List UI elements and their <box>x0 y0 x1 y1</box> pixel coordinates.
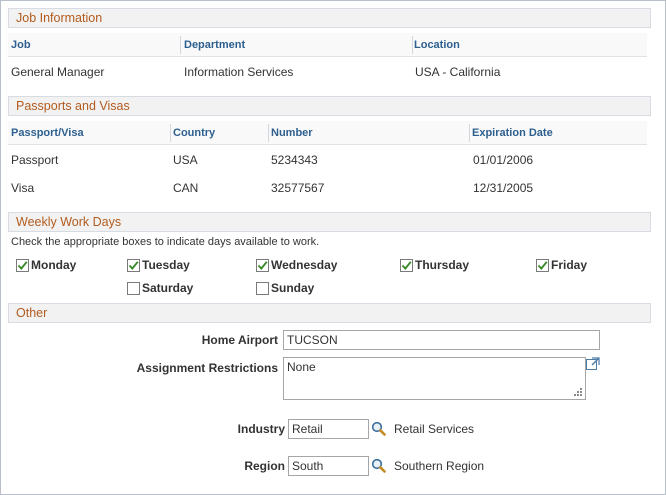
col-divider <box>469 124 470 142</box>
checkbox-monday[interactable]: Monday <box>16 258 76 272</box>
table-row-cell-number: 5234343 <box>271 153 318 167</box>
expand-textarea-icon[interactable] <box>586 357 600 370</box>
job-cell: General Manager <box>11 65 105 79</box>
col-divider <box>180 36 181 54</box>
workdays-instructions: Check the appropriate boxes to indicate … <box>11 236 320 248</box>
checkmark-icon <box>128 260 139 270</box>
home-airport-input[interactable]: TUCSON <box>283 330 600 350</box>
magnifier-lookup-icon[interactable] <box>371 421 386 436</box>
col-job: Job <box>11 39 31 51</box>
checkbox-saturday-label: Saturday <box>142 281 194 295</box>
checkmark-icon <box>17 260 28 270</box>
table-row-cell-country: CAN <box>173 181 199 195</box>
department-cell: Information Services <box>184 65 294 79</box>
col-divider <box>268 124 269 142</box>
checkmark-icon <box>401 260 412 270</box>
checkbox-sunday[interactable]: Sunday <box>256 281 314 295</box>
col-location: Location <box>414 39 460 51</box>
table-row-cell-country: USA <box>173 153 198 167</box>
magnifier-lookup-icon[interactable] <box>371 458 386 473</box>
checkbox-wednesday-label: Wednesday <box>271 258 338 272</box>
industry-input[interactable]: Retail <box>288 419 369 439</box>
col-passport-visa: Passport/Visa <box>11 127 84 139</box>
col-number: Number <box>271 127 313 139</box>
workdays-title: Weekly Work Days <box>16 215 122 229</box>
other-title: Other <box>16 306 48 320</box>
col-divider <box>412 36 413 54</box>
col-expiration: Expiration Date <box>472 127 553 139</box>
passport-grid-header: Passport/Visa Country Number Expiration … <box>8 121 647 145</box>
checkbox-wednesday[interactable]: Wednesday <box>256 258 337 272</box>
checkbox-thursday-label: Thursday <box>415 258 470 272</box>
region-input[interactable]: South <box>288 456 369 476</box>
checkbox-monday-label: Monday <box>31 258 77 272</box>
checkbox-tuesday-box[interactable] <box>127 258 140 272</box>
checkbox-wednesday-box[interactable] <box>256 258 269 272</box>
region-description: Southern Region <box>394 459 485 473</box>
other-header: Other <box>8 303 651 323</box>
checkbox-monday-box[interactable] <box>16 258 29 272</box>
industry-description: Retail Services <box>394 422 475 436</box>
assignment-restrictions-label: Assignment Restrictions <box>136 361 278 375</box>
industry-label: Industry <box>237 422 285 436</box>
location-cell: USA - California <box>415 65 501 79</box>
checkbox-sunday-label: Sunday <box>271 281 315 295</box>
checkbox-saturday[interactable]: Saturday <box>127 281 193 295</box>
checkmark-icon <box>257 260 268 270</box>
col-department: Department <box>184 39 246 51</box>
resize-grip-icon[interactable] <box>574 388 583 397</box>
checkbox-thursday[interactable]: Thursday <box>400 258 469 272</box>
col-divider <box>170 124 171 142</box>
checkbox-saturday-box[interactable] <box>127 281 140 295</box>
table-row-cell-type: Visa <box>11 181 35 195</box>
checkbox-thursday-box[interactable] <box>400 258 413 272</box>
assignment-restrictions-textarea[interactable]: None <box>283 357 586 400</box>
passports-header: Passports and Visas <box>8 96 651 116</box>
job-info-header: Job Information <box>8 8 651 28</box>
region-label: Region <box>244 459 285 473</box>
checkbox-friday-label: Friday <box>551 258 588 272</box>
checkbox-sunday-box[interactable] <box>256 281 269 295</box>
col-country: Country <box>173 127 216 139</box>
checkbox-friday[interactable]: Friday <box>536 258 587 272</box>
table-row-cell-expiration: 01/01/2006 <box>473 153 534 167</box>
job-grid-header: Job Department Location <box>8 33 647 57</box>
workdays-header: Weekly Work Days <box>8 212 651 232</box>
passports-title: Passports and Visas <box>16 99 130 113</box>
checkbox-tuesday-label: Tuesday <box>142 258 190 272</box>
table-row-cell-number: 32577567 <box>271 181 325 195</box>
job-info-title: Job Information <box>16 11 103 25</box>
checkbox-friday-box[interactable] <box>536 258 549 272</box>
table-row-cell-type: Passport <box>11 153 59 167</box>
home-airport-label: Home Airport <box>201 333 278 347</box>
table-row-cell-expiration: 12/31/2005 <box>473 181 534 195</box>
assignment-restrictions-value: None <box>287 360 316 374</box>
checkmark-icon <box>537 260 548 270</box>
checkbox-tuesday[interactable]: Tuesday <box>127 258 190 272</box>
